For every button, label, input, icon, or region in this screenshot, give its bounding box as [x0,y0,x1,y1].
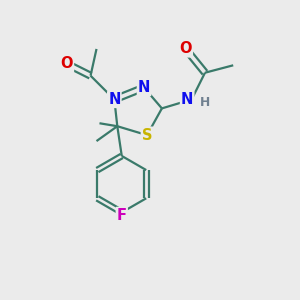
Text: O: O [179,41,192,56]
Text: S: S [142,128,152,142]
Text: O: O [61,56,73,71]
Text: N: N [108,92,121,107]
Text: N: N [138,80,150,95]
Text: F: F [117,208,127,223]
Text: N: N [181,92,193,107]
Text: H: H [200,96,210,109]
